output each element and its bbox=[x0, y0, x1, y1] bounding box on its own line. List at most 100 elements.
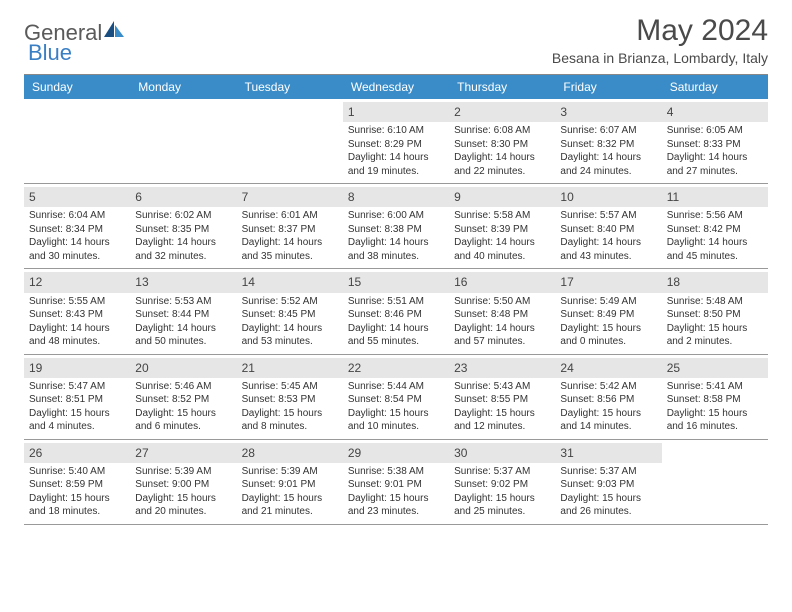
day-number: 15 bbox=[343, 272, 449, 292]
day-cell: 3Sunrise: 6:07 AMSunset: 8:32 PMDaylight… bbox=[555, 99, 661, 183]
day-number: 20 bbox=[130, 358, 236, 378]
sunset-text: Sunset: 9:02 PM bbox=[454, 478, 550, 492]
day-number: 16 bbox=[449, 272, 555, 292]
daylight-text: Daylight: 15 hours and 25 minutes. bbox=[454, 492, 550, 519]
sunset-text: Sunset: 8:58 PM bbox=[667, 393, 763, 407]
sunrise-text: Sunrise: 5:39 AM bbox=[135, 465, 231, 479]
day-cell: 7Sunrise: 6:01 AMSunset: 8:37 PMDaylight… bbox=[237, 184, 343, 268]
sunset-text: Sunset: 8:50 PM bbox=[667, 308, 763, 322]
daylight-text: Daylight: 14 hours and 27 minutes. bbox=[667, 151, 763, 178]
sunset-text: Sunset: 8:44 PM bbox=[135, 308, 231, 322]
day-cell: 19Sunrise: 5:47 AMSunset: 8:51 PMDayligh… bbox=[24, 355, 130, 439]
logo-blue-text-wrap: Blue bbox=[28, 40, 72, 66]
day-number: 11 bbox=[662, 187, 768, 207]
sunrise-text: Sunrise: 6:01 AM bbox=[242, 209, 338, 223]
sunset-text: Sunset: 8:49 PM bbox=[560, 308, 656, 322]
day-number: 30 bbox=[449, 443, 555, 463]
sunrise-text: Sunrise: 5:56 AM bbox=[667, 209, 763, 223]
sunrise-text: Sunrise: 6:02 AM bbox=[135, 209, 231, 223]
day-header-saturday: Saturday bbox=[662, 75, 768, 99]
sunrise-text: Sunrise: 5:50 AM bbox=[454, 295, 550, 309]
day-number: 18 bbox=[662, 272, 768, 292]
day-number: 23 bbox=[449, 358, 555, 378]
day-number: 13 bbox=[130, 272, 236, 292]
sunrise-text: Sunrise: 5:52 AM bbox=[242, 295, 338, 309]
calendar-grid: SundayMondayTuesdayWednesdayThursdayFrid… bbox=[24, 74, 768, 525]
week-row: 26 Sunrise: 5:40 AMSunset: 8:59 PM Dayligh… bbox=[24, 440, 768, 525]
sunset-text: Sunset: 8:54 PM bbox=[348, 393, 444, 407]
daylight-text: Daylight: 14 hours and 30 minutes. bbox=[29, 236, 125, 263]
sunrise-text: Sunrise: 6:07 AM bbox=[560, 124, 656, 138]
daylight-text: Daylight: 15 hours and 23 minutes. bbox=[348, 492, 444, 519]
daylight-text: Daylight: 14 hours and 55 minutes. bbox=[348, 322, 444, 349]
sunrise-text: Sunrise: 5:53 AM bbox=[135, 295, 231, 309]
daylight-text: Daylight: 14 hours and 19 minutes. bbox=[348, 151, 444, 178]
day-number: 5 bbox=[24, 187, 130, 207]
daylight-text: Daylight: 14 hours and 57 minutes. bbox=[454, 322, 550, 349]
daylight-text: Daylight: 14 hours and 32 minutes. bbox=[135, 236, 231, 263]
week-row: 12Sunrise: 5:55 AMSunset: 8:43 PMDayligh… bbox=[24, 269, 768, 354]
sunrise-text: Sunrise: 5:55 AM bbox=[29, 295, 125, 309]
logo-text-blue: Blue bbox=[28, 40, 72, 65]
sunset-text: Sunset: 8:32 PM bbox=[560, 138, 656, 152]
daylight-text: Daylight: 14 hours and 48 minutes. bbox=[29, 322, 125, 349]
day-number: 3 bbox=[555, 102, 661, 122]
day-header-row: SundayMondayTuesdayWednesdayThursdayFrid… bbox=[24, 75, 768, 99]
day-number: 6 bbox=[130, 187, 236, 207]
day-number: 31 bbox=[555, 443, 661, 463]
page-header: General May 2024 Besana in Brianza, Lomb… bbox=[0, 0, 792, 74]
day-cell: 28Sunrise: 5:39 AMSunset: 9:01 PMDayligh… bbox=[237, 440, 343, 524]
sunset-text: Sunset: 8:45 PM bbox=[242, 308, 338, 322]
day-cell: 5Sunrise: 6:04 AMSunset: 8:34 PMDaylight… bbox=[24, 184, 130, 268]
sunrise-text: Sunrise: 6:08 AM bbox=[454, 124, 550, 138]
sunrise-text: Sunrise: 5:51 AM bbox=[348, 295, 444, 309]
sunrise-text: Sunrise: 5:44 AM bbox=[348, 380, 444, 394]
daylight-text: Daylight: 15 hours and 10 minutes. bbox=[348, 407, 444, 434]
day-cell: 2Sunrise: 6:08 AMSunset: 8:30 PMDaylight… bbox=[449, 99, 555, 183]
logo-sail-icon bbox=[104, 21, 126, 46]
day-cell: 11Sunrise: 5:56 AMSunset: 8:42 PMDayligh… bbox=[662, 184, 768, 268]
day-number: 28 bbox=[237, 443, 343, 463]
day-cell: 17Sunrise: 5:49 AMSunset: 8:49 PMDayligh… bbox=[555, 269, 661, 353]
sunrise-text: Sunrise: 5:40 AM bbox=[29, 465, 125, 479]
sunrise-text: Sunrise: 5:46 AM bbox=[135, 380, 231, 394]
daylight-text: Daylight: 15 hours and 26 minutes. bbox=[560, 492, 656, 519]
day-header-tuesday: Tuesday bbox=[237, 75, 343, 99]
sunset-text: Sunset: 8:59 PM bbox=[29, 478, 125, 492]
sunrise-text: Sunrise: 6:00 AM bbox=[348, 209, 444, 223]
day-header-monday: Monday bbox=[130, 75, 236, 99]
day-cell: 14 Sunrise: 5:52 AMSunset: 8:45 PMDayligh… bbox=[237, 269, 343, 353]
day-cell: 1Sunrise: 6:10 AMSunset: 8:29 PMDaylight… bbox=[343, 99, 449, 183]
day-number: 26 bbox=[24, 443, 130, 463]
day-number: 19 bbox=[24, 358, 130, 378]
sunset-text: Sunset: 9:00 PM bbox=[135, 478, 231, 492]
sunset-text: Sunset: 8:33 PM bbox=[667, 138, 763, 152]
day-cell: 26Sunrise: 5:40 AMSunset: 8:59 PMDayligh… bbox=[24, 440, 130, 524]
day-number: 10 bbox=[555, 187, 661, 207]
day-cell: 18Sunrise: 5:48 AMSunset: 8:50 PMDayligh… bbox=[662, 269, 768, 353]
header-right: May 2024 Besana in Brianza, Lombardy, It… bbox=[552, 14, 768, 72]
day-number: 7 bbox=[237, 187, 343, 207]
day-number: 1 bbox=[343, 102, 449, 122]
sunrise-text: Sunrise: 5:57 AM bbox=[560, 209, 656, 223]
sunrise-text: Sunrise: 5:37 AM bbox=[560, 465, 656, 479]
day-number: 25 bbox=[662, 358, 768, 378]
day-number: 12 bbox=[24, 272, 130, 292]
sunrise-text: Sunrise: 5:37 AM bbox=[454, 465, 550, 479]
daylight-text: Daylight: 15 hours and 21 minutes. bbox=[242, 492, 338, 519]
day-header-thursday: Thursday bbox=[449, 75, 555, 99]
sunset-text: Sunset: 8:29 PM bbox=[348, 138, 444, 152]
day-number: 22 bbox=[343, 358, 449, 378]
day-cell: 10Sunrise: 5:57 AMSunset: 8:40 PMDayligh… bbox=[555, 184, 661, 268]
day-number: 29 bbox=[343, 443, 449, 463]
daylight-text: Daylight: 15 hours and 12 minutes. bbox=[454, 407, 550, 434]
daylight-text: Daylight: 14 hours and 53 minutes. bbox=[242, 322, 338, 349]
week-row: 5Sunrise: 6:04 AMSunset: 8:34 PMDaylight… bbox=[24, 184, 768, 269]
day-cell: 24Sunrise: 5:42 AMSunset: 8:56 PMDayligh… bbox=[555, 355, 661, 439]
day-number: 14 bbox=[237, 272, 343, 292]
sunset-text: Sunset: 9:03 PM bbox=[560, 478, 656, 492]
day-cell: 30 Sunrise: 5:37 AMSunset: 9:02 PMDayligh… bbox=[449, 440, 555, 524]
day-cell bbox=[24, 99, 130, 183]
day-cell: 4Sunrise: 6:05 AMSunset: 8:33 PMDaylight… bbox=[662, 99, 768, 183]
daylight-text: Daylight: 14 hours and 45 minutes. bbox=[667, 236, 763, 263]
